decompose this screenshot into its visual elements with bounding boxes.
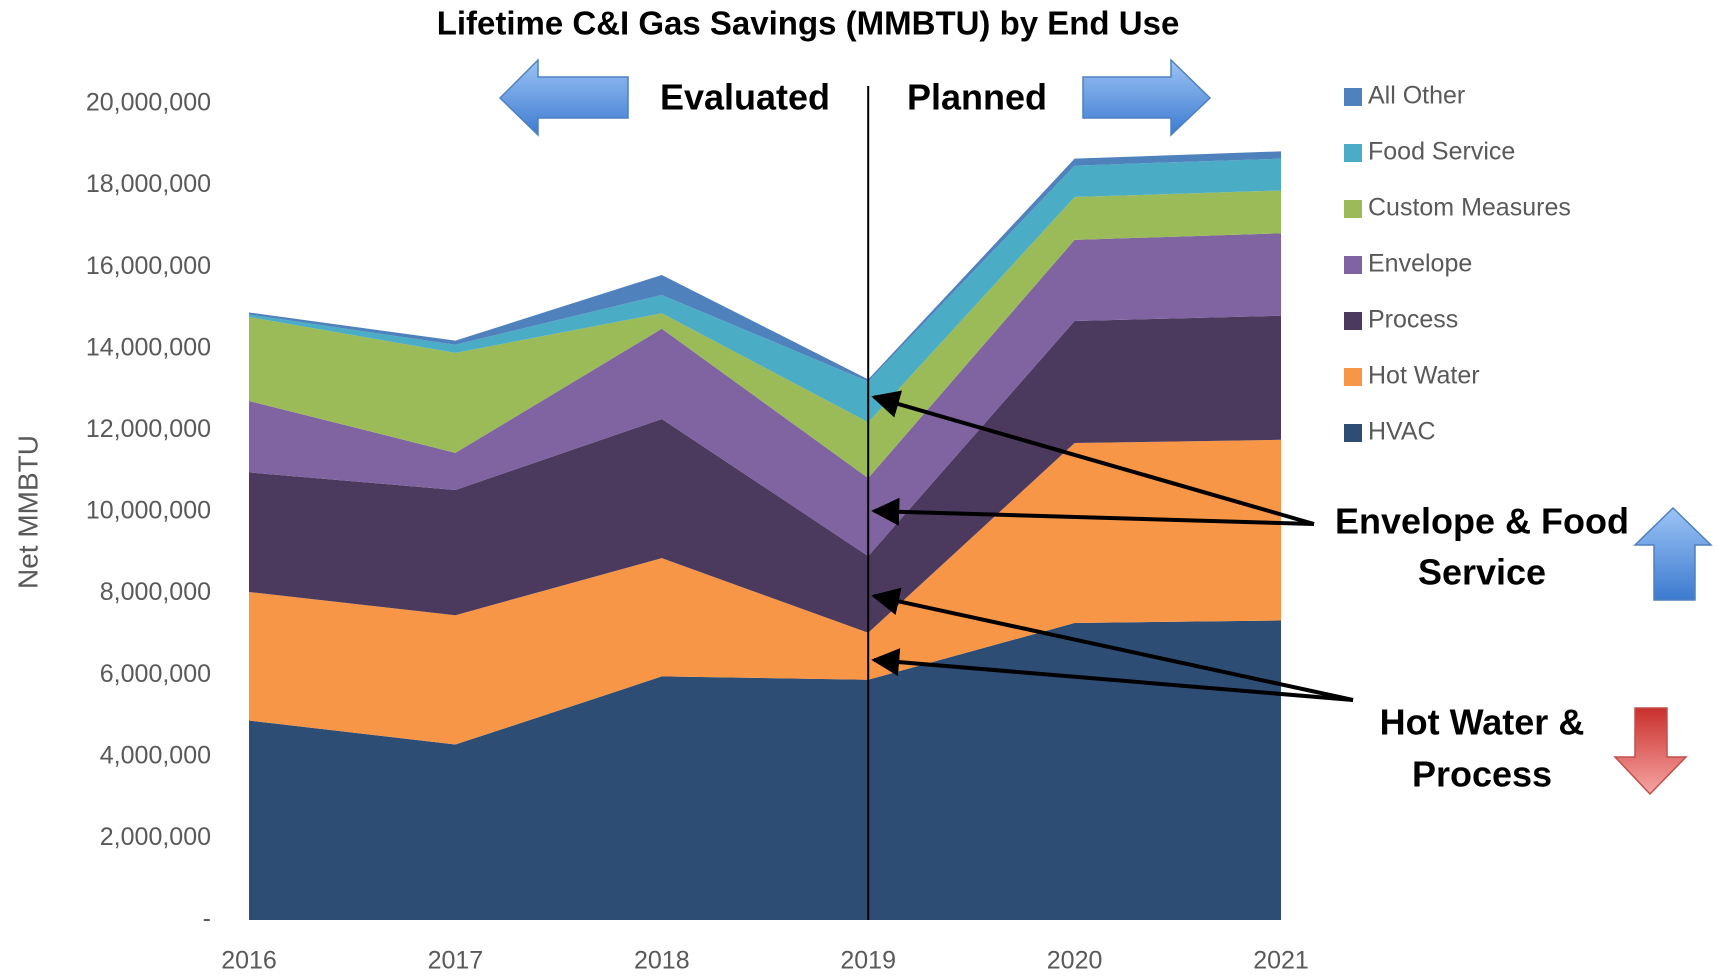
y-tick-label: 2,000,000 xyxy=(100,823,211,851)
legend-label: Hot Water xyxy=(1368,362,1480,390)
legend-swatch xyxy=(1344,88,1362,106)
y-tick-label: 12,000,000 xyxy=(86,415,211,443)
y-tick-label: 20,000,000 xyxy=(86,89,211,117)
y-tick-label: 8,000,000 xyxy=(100,578,211,606)
y-tick-label: 16,000,000 xyxy=(86,252,211,280)
area xyxy=(249,151,1281,382)
areas xyxy=(249,151,1281,920)
area xyxy=(249,190,1281,479)
x-tick-label: 2021 xyxy=(1253,947,1309,975)
area xyxy=(249,620,1281,920)
x-tick-label: 2017 xyxy=(428,947,484,975)
legend-label: Process xyxy=(1368,306,1458,334)
legend-swatch xyxy=(1344,200,1362,218)
y-tick-label: 18,000,000 xyxy=(86,170,211,198)
right-arrow xyxy=(1082,58,1212,137)
annotation: Service xyxy=(1418,552,1546,593)
legend-label: Envelope xyxy=(1368,250,1472,278)
area xyxy=(249,158,1281,423)
planned-label: Planned xyxy=(907,77,1047,118)
y-tick-label: 6,000,000 xyxy=(100,660,211,688)
up-arrow xyxy=(1633,506,1713,601)
x-tick-label: 2020 xyxy=(1047,947,1103,975)
down-arrow xyxy=(1613,707,1688,796)
y-tick-label: - xyxy=(203,905,211,933)
legend-label: HVAC xyxy=(1368,418,1436,446)
pointer xyxy=(871,390,1315,526)
pointer xyxy=(871,587,1354,702)
legend-swatch xyxy=(1344,368,1362,386)
legend-swatch xyxy=(1344,424,1362,442)
legend-swatch xyxy=(1344,312,1362,330)
pointer xyxy=(871,497,1315,526)
pointer xyxy=(871,648,1354,702)
legend-swatch xyxy=(1344,256,1362,274)
y-axis-label: Net MMBTU xyxy=(12,435,43,589)
x-tick-label: 2016 xyxy=(221,947,277,975)
annotation: Envelope & Food xyxy=(1335,501,1629,542)
y-tick-label: 14,000,000 xyxy=(86,333,211,361)
pointer-lines xyxy=(871,390,1354,702)
x-tick-label: 2019 xyxy=(840,947,896,975)
area xyxy=(249,315,1281,633)
evaluated-label: Evaluated xyxy=(660,77,830,118)
left-arrow xyxy=(498,58,629,137)
chart-title: Lifetime C&I Gas Savings (MMBTU) by End … xyxy=(437,5,1180,42)
legend-label: Food Service xyxy=(1368,138,1515,166)
y-tick-label: 4,000,000 xyxy=(100,741,211,769)
legend-label: Custom Measures xyxy=(1368,194,1571,222)
legend-swatch xyxy=(1344,144,1362,162)
area xyxy=(249,233,1281,557)
x-tick-label: 2018 xyxy=(634,947,690,975)
legend-label: All Other xyxy=(1368,82,1465,110)
annotation: Process xyxy=(1412,754,1552,795)
annotation: Hot Water & xyxy=(1380,702,1585,743)
y-tick-label: 10,000,000 xyxy=(86,497,211,525)
